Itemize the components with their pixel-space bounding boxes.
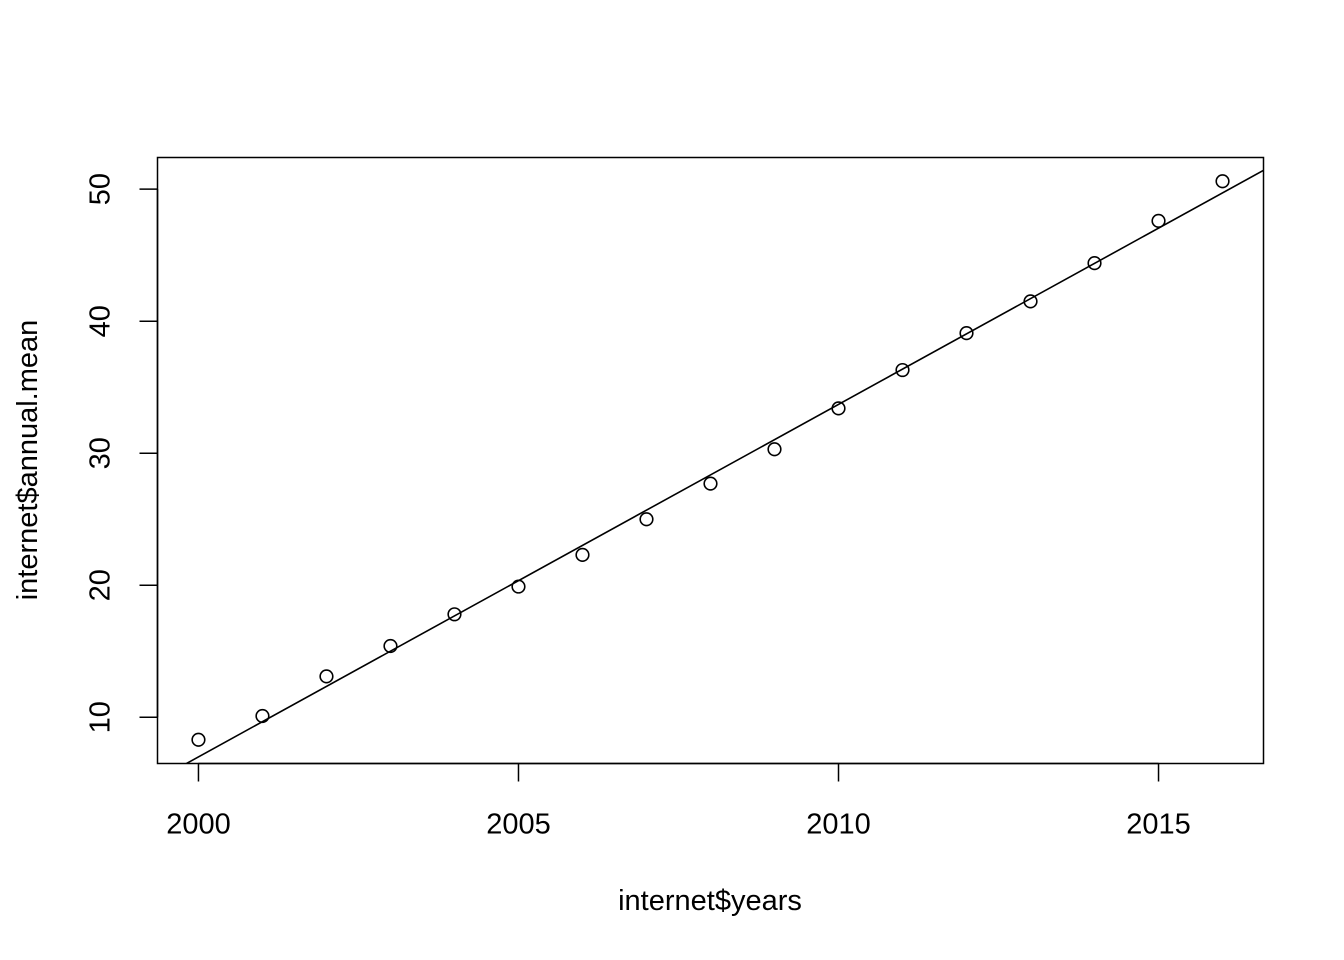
y-tick-label: 30	[85, 437, 117, 469]
data-point	[1087, 256, 1102, 271]
data-point	[639, 512, 654, 527]
y-tick-label: 10	[85, 701, 117, 733]
data-point	[191, 732, 206, 747]
data-point	[319, 669, 334, 684]
data-point	[1023, 294, 1038, 309]
data-point	[447, 607, 462, 622]
x-tick-label: 2005	[486, 809, 551, 841]
y-tick-label: 40	[85, 305, 117, 337]
data-point	[575, 547, 590, 562]
x-tick-label: 2015	[1126, 809, 1191, 841]
plot-box	[156, 156, 1265, 765]
fit-line-layer	[184, 169, 1264, 764]
data-point	[959, 325, 974, 341]
y-axis: 10 20 30 40 50	[85, 173, 159, 733]
points-layer	[191, 174, 1230, 747]
data-point	[255, 708, 270, 724]
data-point	[511, 579, 526, 594]
y-axis-title: internet$annual.mean	[12, 320, 44, 601]
x-tick-label: 2010	[806, 809, 871, 841]
data-point	[767, 442, 782, 457]
x-axis: 2000 2005 2010 2015	[166, 762, 1191, 841]
data-point	[703, 476, 718, 491]
y-tick-label: 20	[85, 569, 117, 601]
x-tick-label: 2000	[166, 809, 231, 841]
data-point	[1215, 174, 1230, 189]
data-point	[895, 362, 910, 378]
y-tick-label: 50	[85, 173, 117, 205]
regression-line	[184, 169, 1264, 764]
x-axis-title: internet$years	[618, 885, 802, 917]
data-point	[831, 401, 846, 416]
data-point	[383, 638, 398, 654]
data-point	[1151, 213, 1166, 228]
